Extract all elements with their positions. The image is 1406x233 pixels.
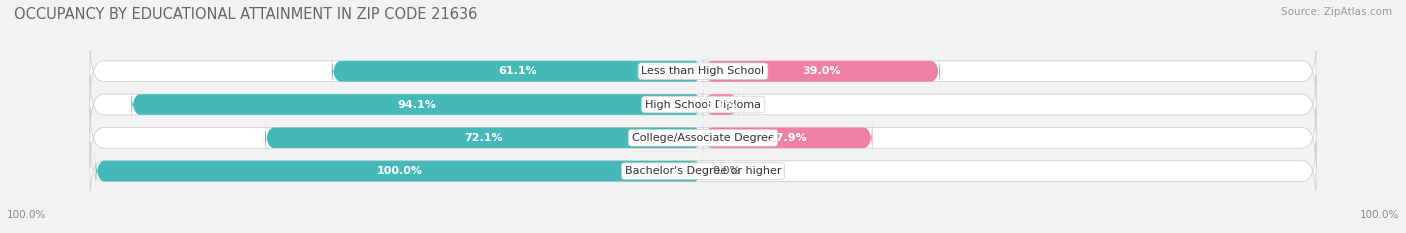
Text: College/Associate Degree: College/Associate Degree [631, 133, 775, 143]
Text: 72.1%: 72.1% [465, 133, 503, 143]
Text: 100.0%: 100.0% [377, 166, 422, 176]
Text: Source: ZipAtlas.com: Source: ZipAtlas.com [1281, 7, 1392, 17]
FancyBboxPatch shape [90, 75, 1316, 134]
FancyBboxPatch shape [332, 55, 703, 88]
Text: 100.0%: 100.0% [7, 210, 46, 220]
FancyBboxPatch shape [90, 141, 1316, 201]
Text: 61.1%: 61.1% [498, 66, 537, 76]
Text: 100.0%: 100.0% [1360, 210, 1399, 220]
FancyBboxPatch shape [96, 155, 703, 187]
FancyBboxPatch shape [131, 88, 703, 121]
Text: High School Diploma: High School Diploma [645, 99, 761, 110]
Text: Bachelor's Degree or higher: Bachelor's Degree or higher [624, 166, 782, 176]
FancyBboxPatch shape [703, 121, 873, 154]
Text: 27.9%: 27.9% [768, 133, 807, 143]
FancyBboxPatch shape [90, 42, 1316, 101]
FancyBboxPatch shape [703, 88, 738, 121]
Text: 5.9%: 5.9% [706, 99, 737, 110]
Text: 0.0%: 0.0% [711, 166, 740, 176]
Text: 94.1%: 94.1% [398, 99, 437, 110]
Text: 39.0%: 39.0% [803, 66, 841, 76]
Text: Less than High School: Less than High School [641, 66, 765, 76]
Text: OCCUPANCY BY EDUCATIONAL ATTAINMENT IN ZIP CODE 21636: OCCUPANCY BY EDUCATIONAL ATTAINMENT IN Z… [14, 7, 478, 22]
FancyBboxPatch shape [703, 55, 939, 88]
FancyBboxPatch shape [266, 121, 703, 154]
FancyBboxPatch shape [90, 108, 1316, 168]
